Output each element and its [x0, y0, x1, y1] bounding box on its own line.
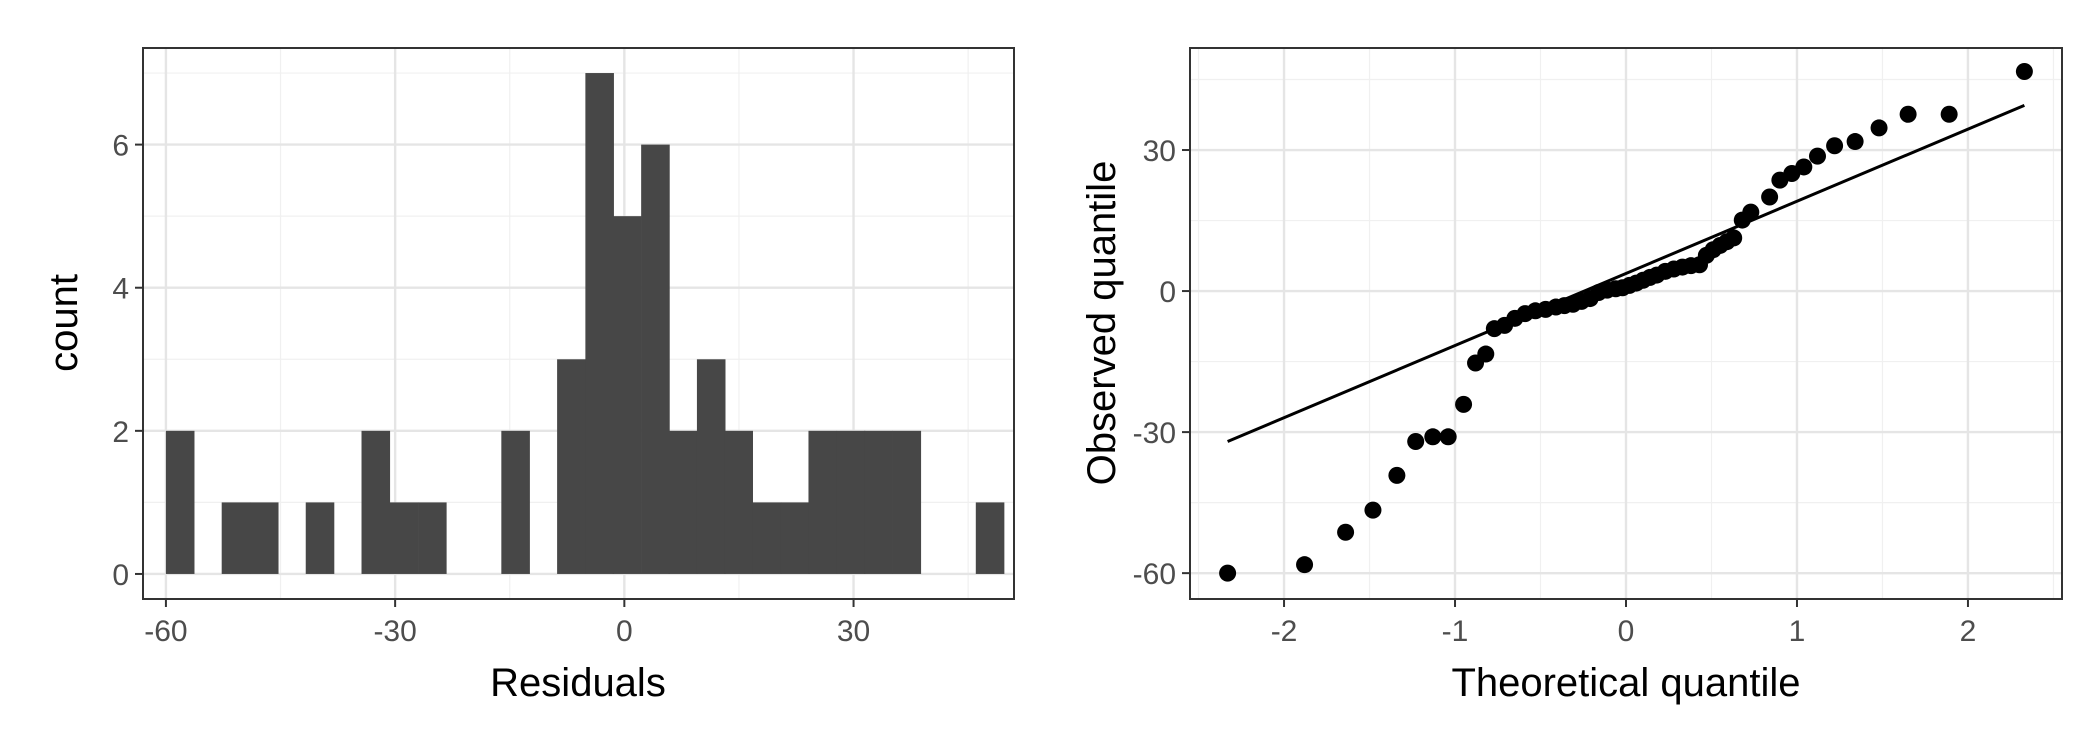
histogram-x-tick-label: 30: [837, 615, 870, 648]
qq-point: [1439, 428, 1457, 446]
histogram-bar: [305, 502, 335, 574]
histogram-y-tick-label: 0: [112, 559, 129, 592]
qq-x-tick-label: 0: [1618, 615, 1635, 648]
qq-y-tick-label: 30: [1143, 135, 1176, 168]
histogram-bar: [249, 502, 279, 574]
qq-x-tick-label: -1: [1442, 615, 1469, 648]
qq-point: [1388, 466, 1406, 484]
histogram-panel: -60 -30 0 30 0 2 4 6 Residuals count: [42, 47, 1015, 705]
histogram-bar: [836, 430, 866, 574]
histogram-bar: [808, 430, 838, 574]
qq-point: [1846, 133, 1864, 151]
histogram-bar: [557, 359, 586, 574]
histogram-bars: [165, 73, 1005, 574]
histogram-bar: [975, 502, 1005, 574]
qq-point: [1940, 105, 1958, 123]
histogram-bar: [864, 430, 893, 574]
histogram-bar: [668, 430, 698, 574]
qq-plot-panel: -2 -1 0 1 2 -60 -30 0 30 Theoretical quantile Ob…: [1080, 47, 2063, 705]
qq-point: [1795, 158, 1813, 176]
histogram-y-tick-label: 2: [112, 416, 129, 449]
histogram-bar: [361, 430, 391, 574]
histogram-bar: [724, 430, 753, 574]
histogram-bar: [501, 430, 530, 574]
qq-x-tick-label: -2: [1271, 615, 1298, 648]
histogram-ticks: -60 -30 0 30 0 2 4 6: [112, 130, 870, 648]
qq-reference-line: [1227, 103, 2025, 443]
qq-x-tick-label: 2: [1960, 615, 1977, 648]
qq-point: [1826, 137, 1844, 155]
histogram-bar: [752, 502, 782, 574]
histogram-bar: [585, 73, 614, 574]
histogram-bar: [641, 144, 670, 574]
qq-point: [1364, 501, 1382, 519]
histogram-bar: [418, 502, 447, 574]
histogram-bar: [221, 502, 251, 574]
qq-point: [1477, 345, 1495, 363]
qq-point: [1219, 564, 1237, 582]
qq-point: [1899, 105, 1917, 123]
histogram-bar: [612, 216, 642, 574]
histogram-bar: [389, 502, 419, 574]
qq-point: [1761, 188, 1779, 206]
histogram-bar: [696, 359, 726, 574]
qq-y-tick-label: 0: [1159, 276, 1176, 309]
histogram-y-tick-label: 4: [112, 273, 129, 306]
histogram-x-tick-label: -60: [144, 615, 187, 648]
qq-y-tick-label: -60: [1133, 558, 1176, 591]
histogram-x-tick-label: 0: [616, 615, 633, 648]
qq-point: [1337, 523, 1355, 541]
qq-point: [1725, 229, 1743, 247]
qq-point: [1742, 203, 1760, 221]
qq-plot-ticks: -2 -1 0 1 2 -60 -30 0 30: [1133, 135, 1977, 648]
qq-reference-line-group: [1227, 103, 2025, 443]
histogram-x-tick-label: -30: [373, 615, 416, 648]
qq-point: [2015, 63, 2033, 81]
histogram-bar: [892, 430, 922, 574]
histogram-panel-border: [142, 47, 1015, 600]
qq-point: [1808, 147, 1826, 165]
qq-point: [1870, 119, 1888, 137]
qq-y-tick-label: -30: [1133, 417, 1176, 450]
qq-plot-points: [1219, 63, 2033, 582]
qq-plot-gridlines: [1190, 48, 2062, 599]
qq-y-axis-title: Observed quantile: [1080, 161, 1124, 486]
qq-x-axis-title: Theoretical quantile: [1451, 661, 1800, 705]
qq-point: [1424, 428, 1442, 446]
qq-point: [1407, 433, 1425, 451]
qq-point: [1455, 395, 1473, 413]
qq-point: [1296, 556, 1314, 574]
histogram-y-axis-title: count: [42, 274, 86, 372]
qq-x-tick-label: 1: [1789, 615, 1806, 648]
histogram-bar: [165, 430, 195, 574]
histogram-bar: [780, 502, 810, 574]
histogram-x-axis-title: Residuals: [490, 661, 666, 705]
histogram-y-tick-label: 6: [112, 130, 129, 163]
